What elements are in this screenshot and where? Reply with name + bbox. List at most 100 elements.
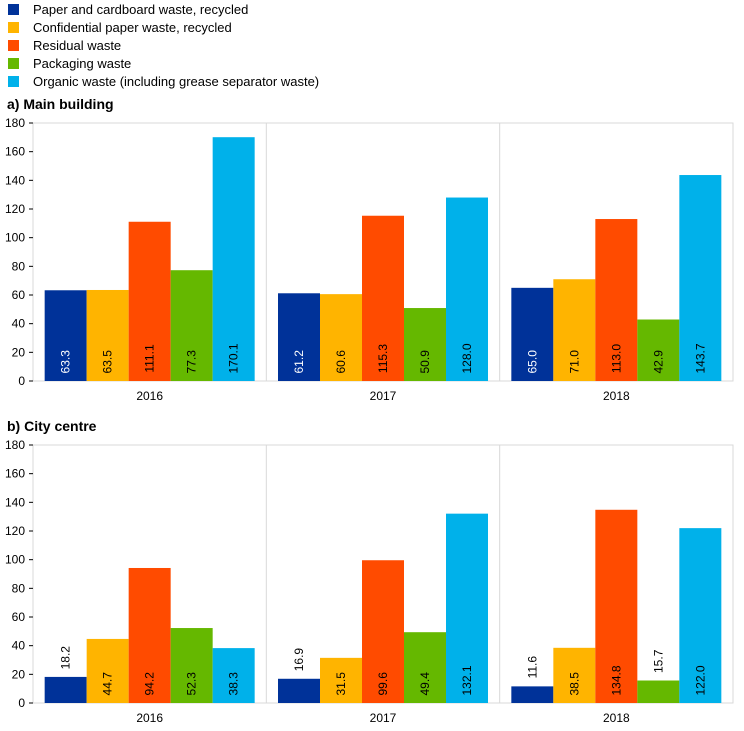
panel-a-bar-2016-packaging bbox=[170, 270, 213, 381]
panel-a-bar-2018-paper bbox=[511, 287, 554, 381]
panel-b-bar-2018-packaging bbox=[637, 680, 680, 703]
panel-a-bar-2017-organic bbox=[446, 197, 488, 381]
panel-b-category-label-2018: 2018 bbox=[603, 711, 630, 725]
panel-a-ytick-label-120: 120 bbox=[5, 202, 25, 216]
panel-a-bar-2018-packaging bbox=[637, 319, 680, 381]
panel-b-bar-2017-packaging bbox=[404, 632, 446, 703]
panel-a-data-label-2018-residual: 113.0 bbox=[609, 344, 623, 373]
panel-b-data-label-2017-confidential: 31.5 bbox=[334, 672, 348, 696]
panel-b-data-label-2018-confidential: 38.5 bbox=[567, 672, 581, 696]
panel-b-data-label-2018-paper: 11.6 bbox=[525, 656, 539, 679]
panel-b-bar-2016-packaging bbox=[170, 628, 213, 703]
panel-b-data-label-2016-organic: 38.3 bbox=[227, 672, 241, 696]
panel-b-data-label-2016-residual: 94.2 bbox=[143, 672, 157, 696]
panel-a-ytick-label-80: 80 bbox=[12, 259, 26, 273]
panel-b-ytick-label-100: 100 bbox=[5, 553, 25, 567]
legend-swatch-residual bbox=[8, 39, 19, 51]
panel-a-data-label-2017-confidential: 60.6 bbox=[334, 350, 348, 374]
panel-a-bar-2017-residual bbox=[362, 215, 404, 381]
panel-a-ytick-label-180: 180 bbox=[5, 116, 25, 130]
panel-a-data-label-2017-paper: 61.2 bbox=[292, 350, 306, 374]
panel-b-data-label-2016-paper: 18.2 bbox=[59, 646, 73, 670]
panel-b-data-label-2017-residual: 99.6 bbox=[376, 672, 390, 696]
panel-b-category-label-2016: 2016 bbox=[136, 711, 163, 725]
legend-item-residual: Residual waste bbox=[8, 36, 319, 54]
panel-b-bar-2016-residual bbox=[128, 567, 171, 703]
panel-b-bar-2018-paper bbox=[511, 686, 554, 703]
panel-b-bar-2018-organic bbox=[679, 528, 722, 703]
panel-a-data-label-2017-packaging: 50.9 bbox=[418, 350, 432, 374]
panel-a-bar-2018-residual bbox=[595, 219, 638, 381]
panel-a-bar-2017-paper bbox=[278, 293, 320, 381]
panel-a-ytick-label-100: 100 bbox=[5, 231, 25, 245]
panel-b-data-label-2016-confidential: 44.7 bbox=[101, 672, 115, 696]
legend: Paper and cardboard waste, recycled Conf… bbox=[8, 0, 319, 90]
legend-label-paper: Paper and cardboard waste, recycled bbox=[33, 1, 249, 17]
panel-a-data-label-2016-paper: 63.3 bbox=[59, 350, 73, 374]
panel-b-bar-2016-confidential bbox=[86, 638, 129, 703]
panel-b-bar-2016-paper bbox=[44, 676, 87, 703]
panel-b-ytick-label-20: 20 bbox=[12, 667, 26, 681]
panel-a-data-label-2016-residual: 111.1 bbox=[143, 344, 157, 373]
panel-b-bar-2018-residual bbox=[595, 509, 638, 703]
panel-a-data-label-2016-packaging: 77.3 bbox=[185, 350, 199, 374]
panel-b-category-label-2017: 2017 bbox=[370, 711, 397, 725]
panel-a-bar-2018-confidential bbox=[553, 279, 596, 381]
panel-a-bar-2016-confidential bbox=[86, 289, 129, 381]
panel-b-ytick-label-80: 80 bbox=[12, 581, 26, 595]
panel-b-ytick-label-140: 140 bbox=[5, 495, 25, 509]
panel-b-bar-2016-organic bbox=[212, 648, 255, 703]
panel-b-data-label-2018-organic: 122.0 bbox=[693, 665, 707, 695]
panel-a-ytick-label-140: 140 bbox=[5, 173, 25, 187]
panel-a-ytick-label-160: 160 bbox=[5, 145, 25, 159]
panel-a-data-label-2018-paper: 65.0 bbox=[525, 350, 539, 374]
panel-b-ytick-label-180: 180 bbox=[5, 438, 25, 452]
panel-a-data-label-2018-confidential: 71.0 bbox=[567, 350, 581, 374]
panel-b-ytick-label-160: 160 bbox=[5, 467, 25, 481]
panel-a-bar-2017-packaging bbox=[404, 308, 446, 381]
legend-label-organic: Organic waste (including grease separato… bbox=[33, 73, 320, 89]
panel-a-ytick-label-0: 0 bbox=[18, 374, 25, 388]
panel-a-ytick-label-60: 60 bbox=[12, 288, 26, 302]
panel-a-bar-2016-organic bbox=[212, 137, 255, 381]
panel-a-data-label-2018-organic: 143.7 bbox=[693, 343, 707, 373]
panel-b-title: b) City centre bbox=[7, 418, 97, 434]
panel-a-category-label-2017: 2017 bbox=[370, 389, 397, 403]
panel-b-data-label-2018-packaging: 15.7 bbox=[651, 649, 665, 673]
legend-item-packaging: Packaging waste bbox=[8, 54, 319, 72]
panel-a-category-label-2018: 2018 bbox=[603, 389, 630, 403]
panel-a-ytick-label-20: 20 bbox=[12, 345, 26, 359]
legend-swatch-paper bbox=[8, 3, 19, 15]
panel-a-data-label-2018-packaging: 42.9 bbox=[651, 350, 665, 374]
panel-a-bar-2017-confidential bbox=[320, 294, 362, 381]
panel-a-category-label-2016: 2016 bbox=[136, 389, 163, 403]
panel-a-ytick-label-40: 40 bbox=[12, 317, 26, 331]
legend-swatch-organic bbox=[8, 75, 19, 87]
legend-item-confidential: Confidential paper waste, recycled bbox=[8, 18, 319, 36]
legend-swatch-confidential bbox=[8, 21, 19, 33]
panel-b-data-label-2018-residual: 134.8 bbox=[609, 665, 623, 695]
panel-b-bar-2017-organic bbox=[446, 513, 488, 703]
panel-a-data-label-2016-organic: 170.1 bbox=[227, 343, 241, 373]
panel-b-bar-2018-confidential bbox=[553, 647, 596, 703]
panel-b-ytick-label-40: 40 bbox=[12, 639, 26, 653]
panel-b-bar-2017-paper bbox=[278, 678, 320, 703]
legend-label-residual: Residual waste bbox=[33, 37, 122, 53]
panel-b-data-label-2017-paper: 16.9 bbox=[292, 648, 306, 672]
panel-b-bar-2017-residual bbox=[362, 560, 404, 703]
legend-label-confidential: Confidential paper waste, recycled bbox=[33, 19, 232, 35]
legend-swatch-packaging bbox=[8, 57, 19, 69]
panel-a-bar-2018-organic bbox=[679, 175, 722, 381]
legend-label-packaging: Packaging waste bbox=[33, 55, 132, 71]
panel-b-ytick-label-0: 0 bbox=[18, 696, 25, 710]
panel-a-data-label-2017-residual: 115.3 bbox=[376, 344, 390, 373]
panel-a-bar-2016-residual bbox=[128, 221, 171, 381]
panel-b-bar-2017-confidential bbox=[320, 657, 362, 703]
legend-item-paper: Paper and cardboard waste, recycled bbox=[8, 0, 319, 18]
panel-b-data-label-2017-organic: 132.1 bbox=[460, 665, 474, 695]
panel-b-ytick-label-120: 120 bbox=[5, 524, 25, 538]
panel-b-ytick-label-60: 60 bbox=[12, 610, 26, 624]
panel-b-data-label-2017-packaging: 49.4 bbox=[418, 672, 432, 696]
panel-a-data-label-2017-organic: 128.0 bbox=[460, 343, 474, 373]
